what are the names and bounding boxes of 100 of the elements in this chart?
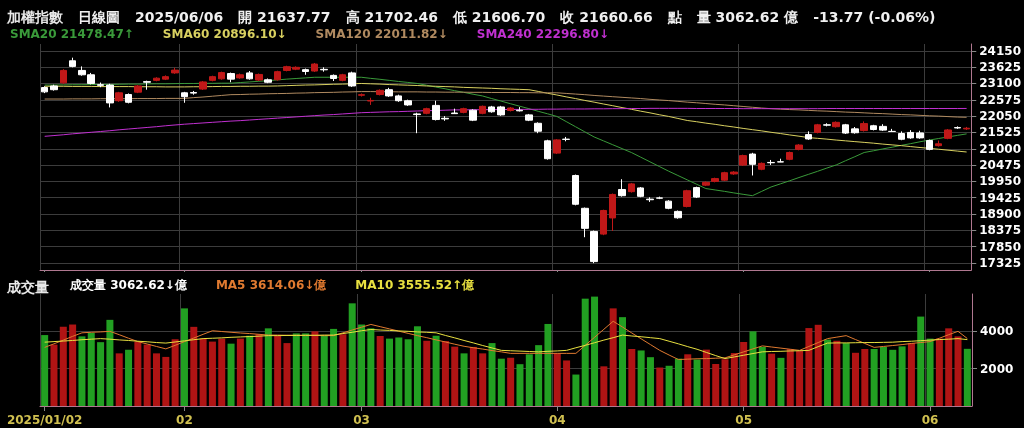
bar [824,339,832,406]
chart-title: 加權指數 [6,9,64,25]
bar [41,335,49,406]
bar [292,333,300,406]
candlestick [218,71,225,81]
bar [525,354,533,406]
chart-title: 成交量 [6,279,49,295]
candlestick [693,186,700,199]
candlestick [125,92,132,104]
candlestick [385,87,393,98]
bar [432,335,440,406]
bar [320,335,328,406]
candlestick [153,76,160,82]
candlestick [507,106,514,112]
y-tick-label: 2000 [980,361,1014,376]
candlestick [367,97,374,106]
bar [712,364,720,406]
line-series [44,91,968,118]
candlestick [376,88,384,96]
bar [898,346,906,406]
bar [153,353,160,406]
bar [413,326,421,406]
text: SMA60 20896.10↓ [162,27,287,41]
candlestick [264,78,272,84]
bar [358,324,366,406]
bar [162,356,170,406]
y-tick-label: 17325 [979,256,1021,271]
candlestick [553,138,561,155]
bar [59,326,67,406]
text: 低 21606.70 [451,9,546,25]
bar [963,348,971,406]
candlestick [143,80,151,91]
candlestick [395,94,402,103]
candlestick [600,209,607,236]
bar [218,338,226,406]
candlestick [50,84,58,92]
candlestick [311,62,318,73]
bar [581,298,589,406]
bar [861,348,869,406]
bar [264,328,272,406]
y-tick-label: 18375 [979,223,1021,238]
bar [143,344,151,406]
bar [469,346,477,406]
bar [730,353,738,406]
bar [544,323,552,406]
candlestick [777,158,784,163]
y-tick-label: 21000 [979,141,1021,156]
bar [404,339,412,406]
candlestick [860,120,868,133]
bar [78,336,86,406]
y-tick-label: 24150 [979,43,1021,58]
bar [917,316,925,406]
candlestick [451,108,458,115]
candlestick [348,71,356,88]
candlestick [236,73,244,80]
bar [674,358,682,406]
y-tick-label: 20475 [979,158,1021,173]
candlestick [879,123,887,132]
x-tick-label: 05 [735,413,753,427]
candlestick [832,120,840,129]
bar [553,353,561,406]
candlestick [469,108,477,122]
candlestick [628,182,635,194]
line-series [44,328,968,360]
candlestick [358,92,365,98]
bar [768,353,776,406]
x-tick-label: 06 [921,413,939,427]
candlestick [805,130,812,141]
bar [628,348,636,406]
candlestick [106,83,114,108]
candlestick [330,73,337,82]
bar [134,341,142,406]
candlestick [479,105,486,115]
bar [479,353,487,406]
candlestick [339,73,346,82]
bar [516,364,524,406]
text: SMA240 22296.80↓ [476,27,609,41]
bar [339,334,347,406]
bar [796,351,804,406]
x-tick-label: 2025/01/02 [6,413,83,427]
bar [302,333,310,406]
text: 高 21702.46 [345,9,438,25]
candlestick [674,209,682,220]
bar [106,319,114,406]
bar [97,342,105,406]
candlestick [758,161,765,171]
bar [236,338,244,406]
candlestick [888,128,896,133]
candlestick [702,180,710,187]
candlestick [944,128,952,140]
bar [935,338,943,406]
candlestick [134,84,142,94]
candlestick [162,74,169,81]
bar [926,338,934,406]
candlestick [488,105,495,114]
candlestick [749,152,756,176]
candlestick [181,91,188,104]
bar [115,353,123,406]
candlestick [954,125,961,130]
bar [180,308,188,406]
